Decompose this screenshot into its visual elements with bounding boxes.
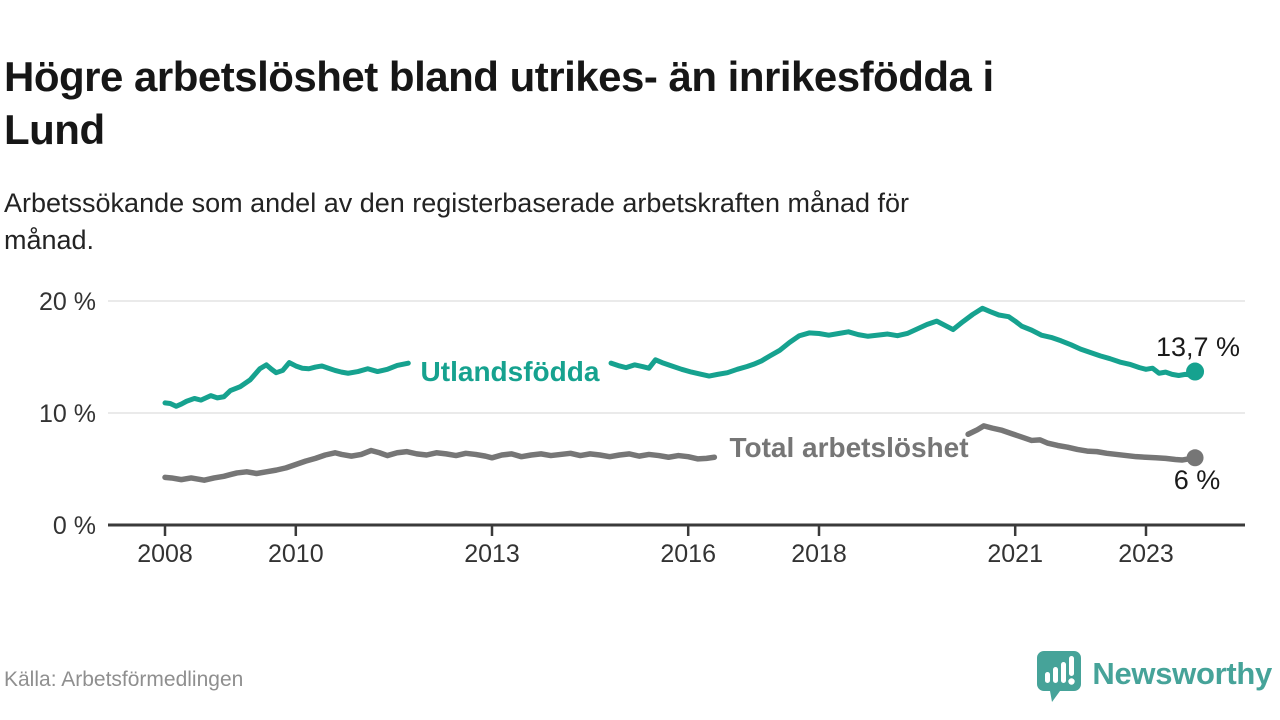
y-axis-label: 0 % [53,512,96,540]
x-axis-tick-label: 2018 [791,540,847,568]
source-note: Källa: Arbetsförmedlingen [4,668,244,691]
y-axis-label: 20 % [39,288,96,316]
x-axis-tick-label: 2016 [660,540,716,568]
x-axis-tick-label: 2008 [137,540,193,568]
x-axis-tick-label: 2013 [464,540,520,568]
page-title: Högre arbetslöshet bland utrikes- än inr… [4,53,994,154]
newsworthy-logo-icon [1037,651,1082,702]
series-inline-label-total: Total arbetslöshet [729,432,968,463]
series-end-dot-total [1186,449,1204,467]
line-chart: 20 % 10 % 0 % 2008 2010 2013 2016 2018 2021 2023 U… [0,270,1280,590]
x-axis-tick-label: 2010 [268,540,324,568]
series-line-total [162,447,718,483]
series-inline-label-utlandsfodda: Utlandsfödda [421,356,600,387]
y-axis-label: 10 % [39,400,96,428]
x-axis-tick-label: 2023 [1118,540,1174,568]
series-end-dot-utlandsfodda [1186,362,1205,381]
series-line-utlandsfodda [608,305,1198,379]
chart-canvas: 20 % 10 % 0 % 2008 2010 2013 2016 2018 2021 2023 U… [39,288,1245,568]
series-end-value-total: 6 % [1174,465,1221,495]
page-subtitle: Arbetssökande som andel av den registerb… [4,188,910,255]
newsworthy-logo: Newsworthy [1036,650,1272,706]
x-axis-tick-label: 2021 [987,540,1043,568]
series-end-value-utlandsfodda: 13,7 % [1156,332,1240,362]
series-line-total [965,423,1198,463]
newsworthy-logo-text: Newsworthy [1092,656,1272,691]
series-line-utlandsfodda [162,360,411,409]
